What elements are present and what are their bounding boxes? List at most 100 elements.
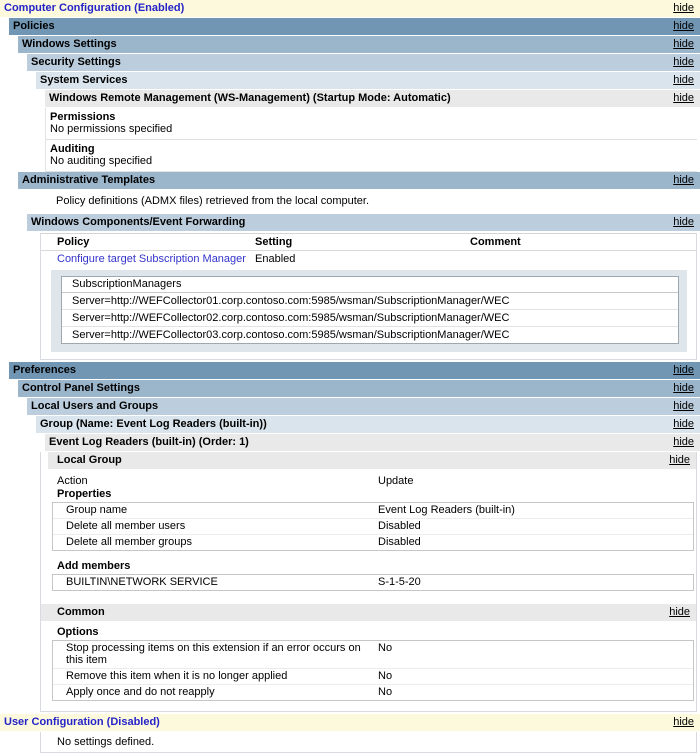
section-title: User Configuration (Disabled): [4, 716, 160, 728]
property-row: Delete all member groups Disabled: [53, 534, 693, 550]
option-row: Apply once and do not reapply No: [53, 684, 693, 700]
option-value: No: [378, 686, 393, 698]
hide-link-user-configuration[interactable]: hide: [673, 716, 694, 728]
no-settings-text: No settings defined.: [57, 736, 155, 748]
option-label: Apply once and do not reapply: [66, 686, 215, 698]
common-details: Options Stop processing items on this ex…: [41, 622, 696, 711]
property-value: Disabled: [378, 536, 421, 548]
property-value: Event Log Readers (built-in): [378, 504, 515, 516]
section-title: Preferences: [13, 364, 76, 376]
property-label: Delete all member users: [66, 520, 186, 532]
subscription-manager-row: Server=http://WEFCollector02.corp.contos…: [62, 309, 678, 326]
hide-link-event-forwarding[interactable]: hide: [673, 216, 694, 228]
add-members-table: BUILTIN\NETWORK SERVICE S-1-5-20: [52, 574, 694, 591]
hide-link-event-log-readers-order[interactable]: hide: [673, 436, 694, 448]
property-value: Disabled: [378, 520, 421, 532]
section-title: Common: [57, 606, 105, 618]
action-row: Action Update: [57, 474, 696, 488]
add-members-heading: Add members: [57, 560, 131, 572]
winrm-service-details: Permissions No permissions specified Aud…: [45, 108, 697, 172]
properties-heading: Properties: [57, 488, 112, 500]
bar-security-settings: Security Settings hide: [27, 54, 700, 71]
hide-link-policies[interactable]: hide: [673, 20, 694, 32]
option-label: Stop processing items on this extension …: [66, 642, 361, 666]
property-row: Delete all member users Disabled: [53, 518, 693, 534]
bar-system-services: System Services hide: [36, 72, 700, 89]
hide-link-control-panel-settings[interactable]: hide: [673, 382, 694, 394]
hide-link-preferences[interactable]: hide: [673, 364, 694, 376]
bar-windows-settings: Windows Settings hide: [18, 36, 700, 53]
option-row: Remove this item when it is no longer ap…: [53, 668, 693, 684]
bar-local-group: Local Group hide: [48, 452, 696, 469]
section-title: Local Users and Groups: [31, 400, 159, 412]
column-setting: Setting: [255, 236, 293, 248]
user-configuration-details: No settings defined.: [40, 732, 697, 753]
bar-event-forwarding: Windows Components/Event Forwarding hide: [27, 214, 700, 231]
section-title: Policies: [13, 20, 55, 32]
member-name: BUILTIN\NETWORK SERVICE: [66, 576, 218, 588]
action-label: Action: [57, 475, 88, 487]
event-forwarding-details: Policy Setting Comment Configure target …: [40, 233, 697, 360]
option-value: No: [378, 642, 393, 654]
section-title: Security Settings: [31, 56, 121, 68]
bar-computer-configuration: Computer Configuration (Enabled) hide: [0, 0, 700, 17]
section-title: System Services: [40, 74, 128, 86]
section-title: Computer Configuration (Enabled): [4, 2, 185, 14]
option-value: No: [378, 670, 393, 682]
column-policy: Policy: [57, 236, 90, 248]
bar-user-configuration: User Configuration (Disabled) hide: [0, 714, 700, 731]
hide-link-local-group[interactable]: hide: [669, 454, 690, 466]
hide-link-security-settings[interactable]: hide: [673, 56, 694, 68]
options-table: Stop processing items on this extension …: [52, 640, 694, 701]
permissions-block: Permissions No permissions specified: [46, 108, 697, 139]
hide-link-system-services[interactable]: hide: [673, 74, 694, 86]
admx-note: Policy definitions (ADMX files) retrieve…: [56, 195, 370, 207]
property-row: Group name Event Log Readers (built-in): [53, 503, 693, 518]
policy-comment-value: [470, 251, 696, 267]
section-title: Group (Name: Event Log Readers (built-in…: [40, 418, 267, 430]
auditing-block: Auditing No auditing specified: [46, 139, 697, 171]
option-label: Remove this item when it is no longer ap…: [66, 670, 288, 682]
policy-table-header: Policy Setting Comment: [41, 233, 696, 251]
member-row: BUILTIN\NETWORK SERVICE S-1-5-20: [53, 575, 693, 590]
policy-extra-panel: SubscriptionManagers Server=http://WEFCo…: [51, 270, 687, 352]
section-title: Local Group: [57, 454, 122, 466]
subscription-manager-row: Server=http://WEFCollector03.corp.contos…: [62, 326, 678, 343]
section-title: Control Panel Settings: [22, 382, 140, 394]
bar-preferences: Preferences hide: [9, 362, 700, 379]
bar-common: Common hide: [41, 604, 696, 621]
bar-local-users-and-groups: Local Users and Groups hide: [27, 398, 700, 415]
bar-control-panel-settings: Control Panel Settings hide: [18, 380, 700, 397]
hide-link-administrative-templates[interactable]: hide: [673, 174, 694, 186]
section-title: Windows Settings: [22, 38, 117, 50]
member-sid: S-1-5-20: [378, 576, 421, 588]
auditing-heading: Auditing: [50, 143, 95, 155]
bar-administrative-templates: Administrative Templates hide: [18, 172, 700, 189]
auditing-text: No auditing specified: [50, 155, 153, 167]
section-title: Event Log Readers (built-in) (Order: 1): [49, 436, 249, 448]
bar-winrm-service: Windows Remote Management (WS-Management…: [45, 90, 700, 107]
hide-link-group-event-log-readers[interactable]: hide: [673, 418, 694, 430]
property-label: Delete all member groups: [66, 536, 192, 548]
policy-link-configure-target-subscription-manager[interactable]: Configure target Subscription Manager: [57, 253, 246, 265]
properties-table: Group name Event Log Readers (built-in) …: [52, 502, 694, 551]
property-label: Group name: [66, 504, 128, 516]
bar-policies: Policies hide: [9, 18, 700, 35]
section-title: Administrative Templates: [22, 174, 156, 186]
subscription-manager-row: Server=http://WEFCollector01.corp.contos…: [72, 295, 510, 307]
subscription-managers-heading: SubscriptionManagers: [62, 277, 678, 293]
hide-link-computer-configuration[interactable]: hide: [673, 2, 694, 14]
permissions-heading: Permissions: [50, 111, 116, 123]
hide-link-winrm-service[interactable]: hide: [673, 92, 694, 104]
option-row: Stop processing items on this extension …: [53, 641, 693, 668]
group-details-container: Local Group hide Action Update Propertie…: [40, 452, 697, 712]
action-value: Update: [378, 475, 414, 487]
subscription-managers-table: SubscriptionManagers Server=http://WEFCo…: [61, 276, 679, 344]
hide-link-local-users-and-groups[interactable]: hide: [673, 400, 694, 412]
hide-link-common[interactable]: hide: [669, 606, 690, 618]
hide-link-windows-settings[interactable]: hide: [673, 38, 694, 50]
permissions-text: No permissions specified: [50, 123, 173, 135]
options-heading: Options: [57, 626, 99, 638]
local-group-details: Action Update Properties Group name Even…: [41, 470, 696, 601]
